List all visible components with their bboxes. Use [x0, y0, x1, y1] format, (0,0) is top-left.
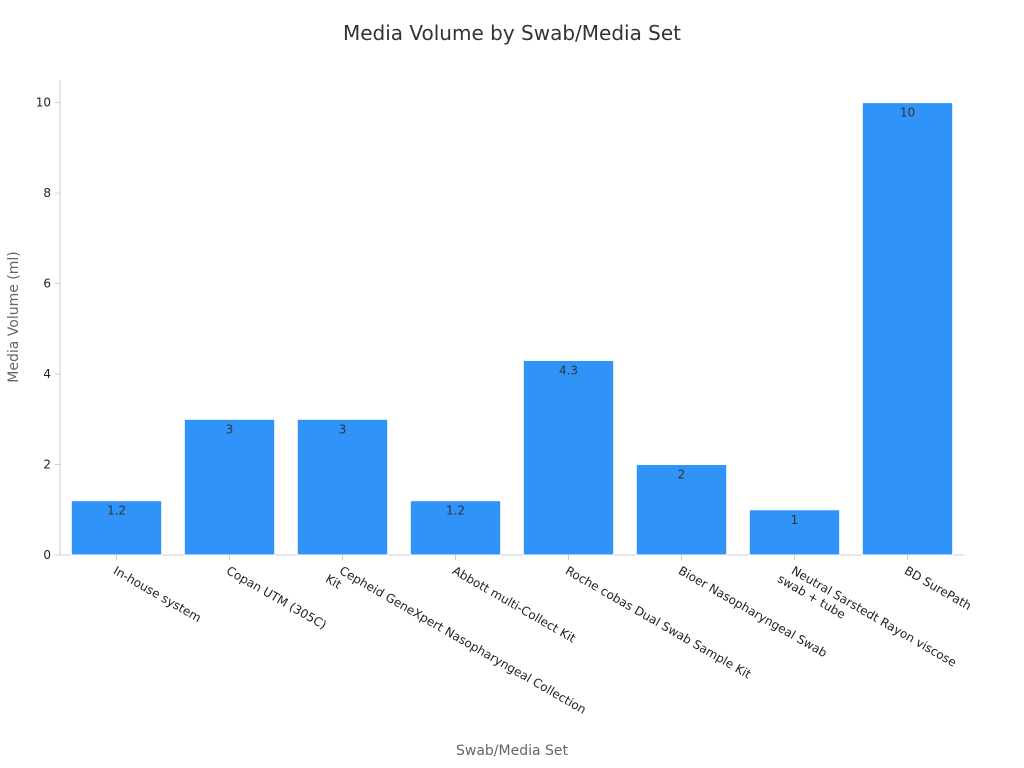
- y-axis-label: Media Volume (ml): [6, 251, 22, 382]
- chart-title: Media Volume by Swab/Media Set: [343, 21, 681, 45]
- plot-area: 0 2 4 6 8 10 1.2 In-house system 3 Copan UTM (305…: [36, 80, 974, 728]
- x-tick-label: Abbott multi-Collect Kit: [450, 563, 578, 645]
- x-tick-label: In-house system: [111, 563, 204, 625]
- y-tick-label: 10: [36, 96, 51, 110]
- bar-value-label: 1.2: [107, 504, 126, 518]
- x-axis-label: Swab/Media Set: [456, 743, 569, 759]
- y-tick-label: 4: [43, 367, 51, 381]
- x-tick-label: BD SurePath: [902, 563, 974, 613]
- x-tick-label: Cepheid GeneXpert Nasopharyngeal Collect…: [323, 559, 589, 728]
- x-tick-label: Copan UTM (305C): [224, 563, 329, 632]
- x-tick-label: Roche cobas Dual Swab Sample Kit: [563, 563, 754, 681]
- bar: [70, 500, 163, 556]
- bar-value-label: 3: [226, 422, 234, 436]
- bar-value-label: 10: [900, 106, 915, 120]
- bar: [522, 359, 615, 556]
- bar-value-label: 2: [678, 468, 686, 482]
- bar: [409, 500, 502, 556]
- y-tick-label: 8: [43, 186, 51, 200]
- y-tick-label: 2: [43, 458, 51, 472]
- bar-value-label: 1: [791, 513, 799, 527]
- bar: [748, 509, 841, 556]
- bar: [861, 102, 954, 556]
- bar: [635, 464, 728, 556]
- bar-value-label: 4.3: [559, 363, 578, 377]
- y-tick-label: 0: [43, 548, 51, 562]
- bar-value-label: 3: [339, 422, 347, 436]
- bar-value-label: 1.2: [446, 504, 465, 518]
- bar: [183, 418, 276, 556]
- y-tick-label: 6: [43, 277, 51, 291]
- bar: [296, 418, 389, 556]
